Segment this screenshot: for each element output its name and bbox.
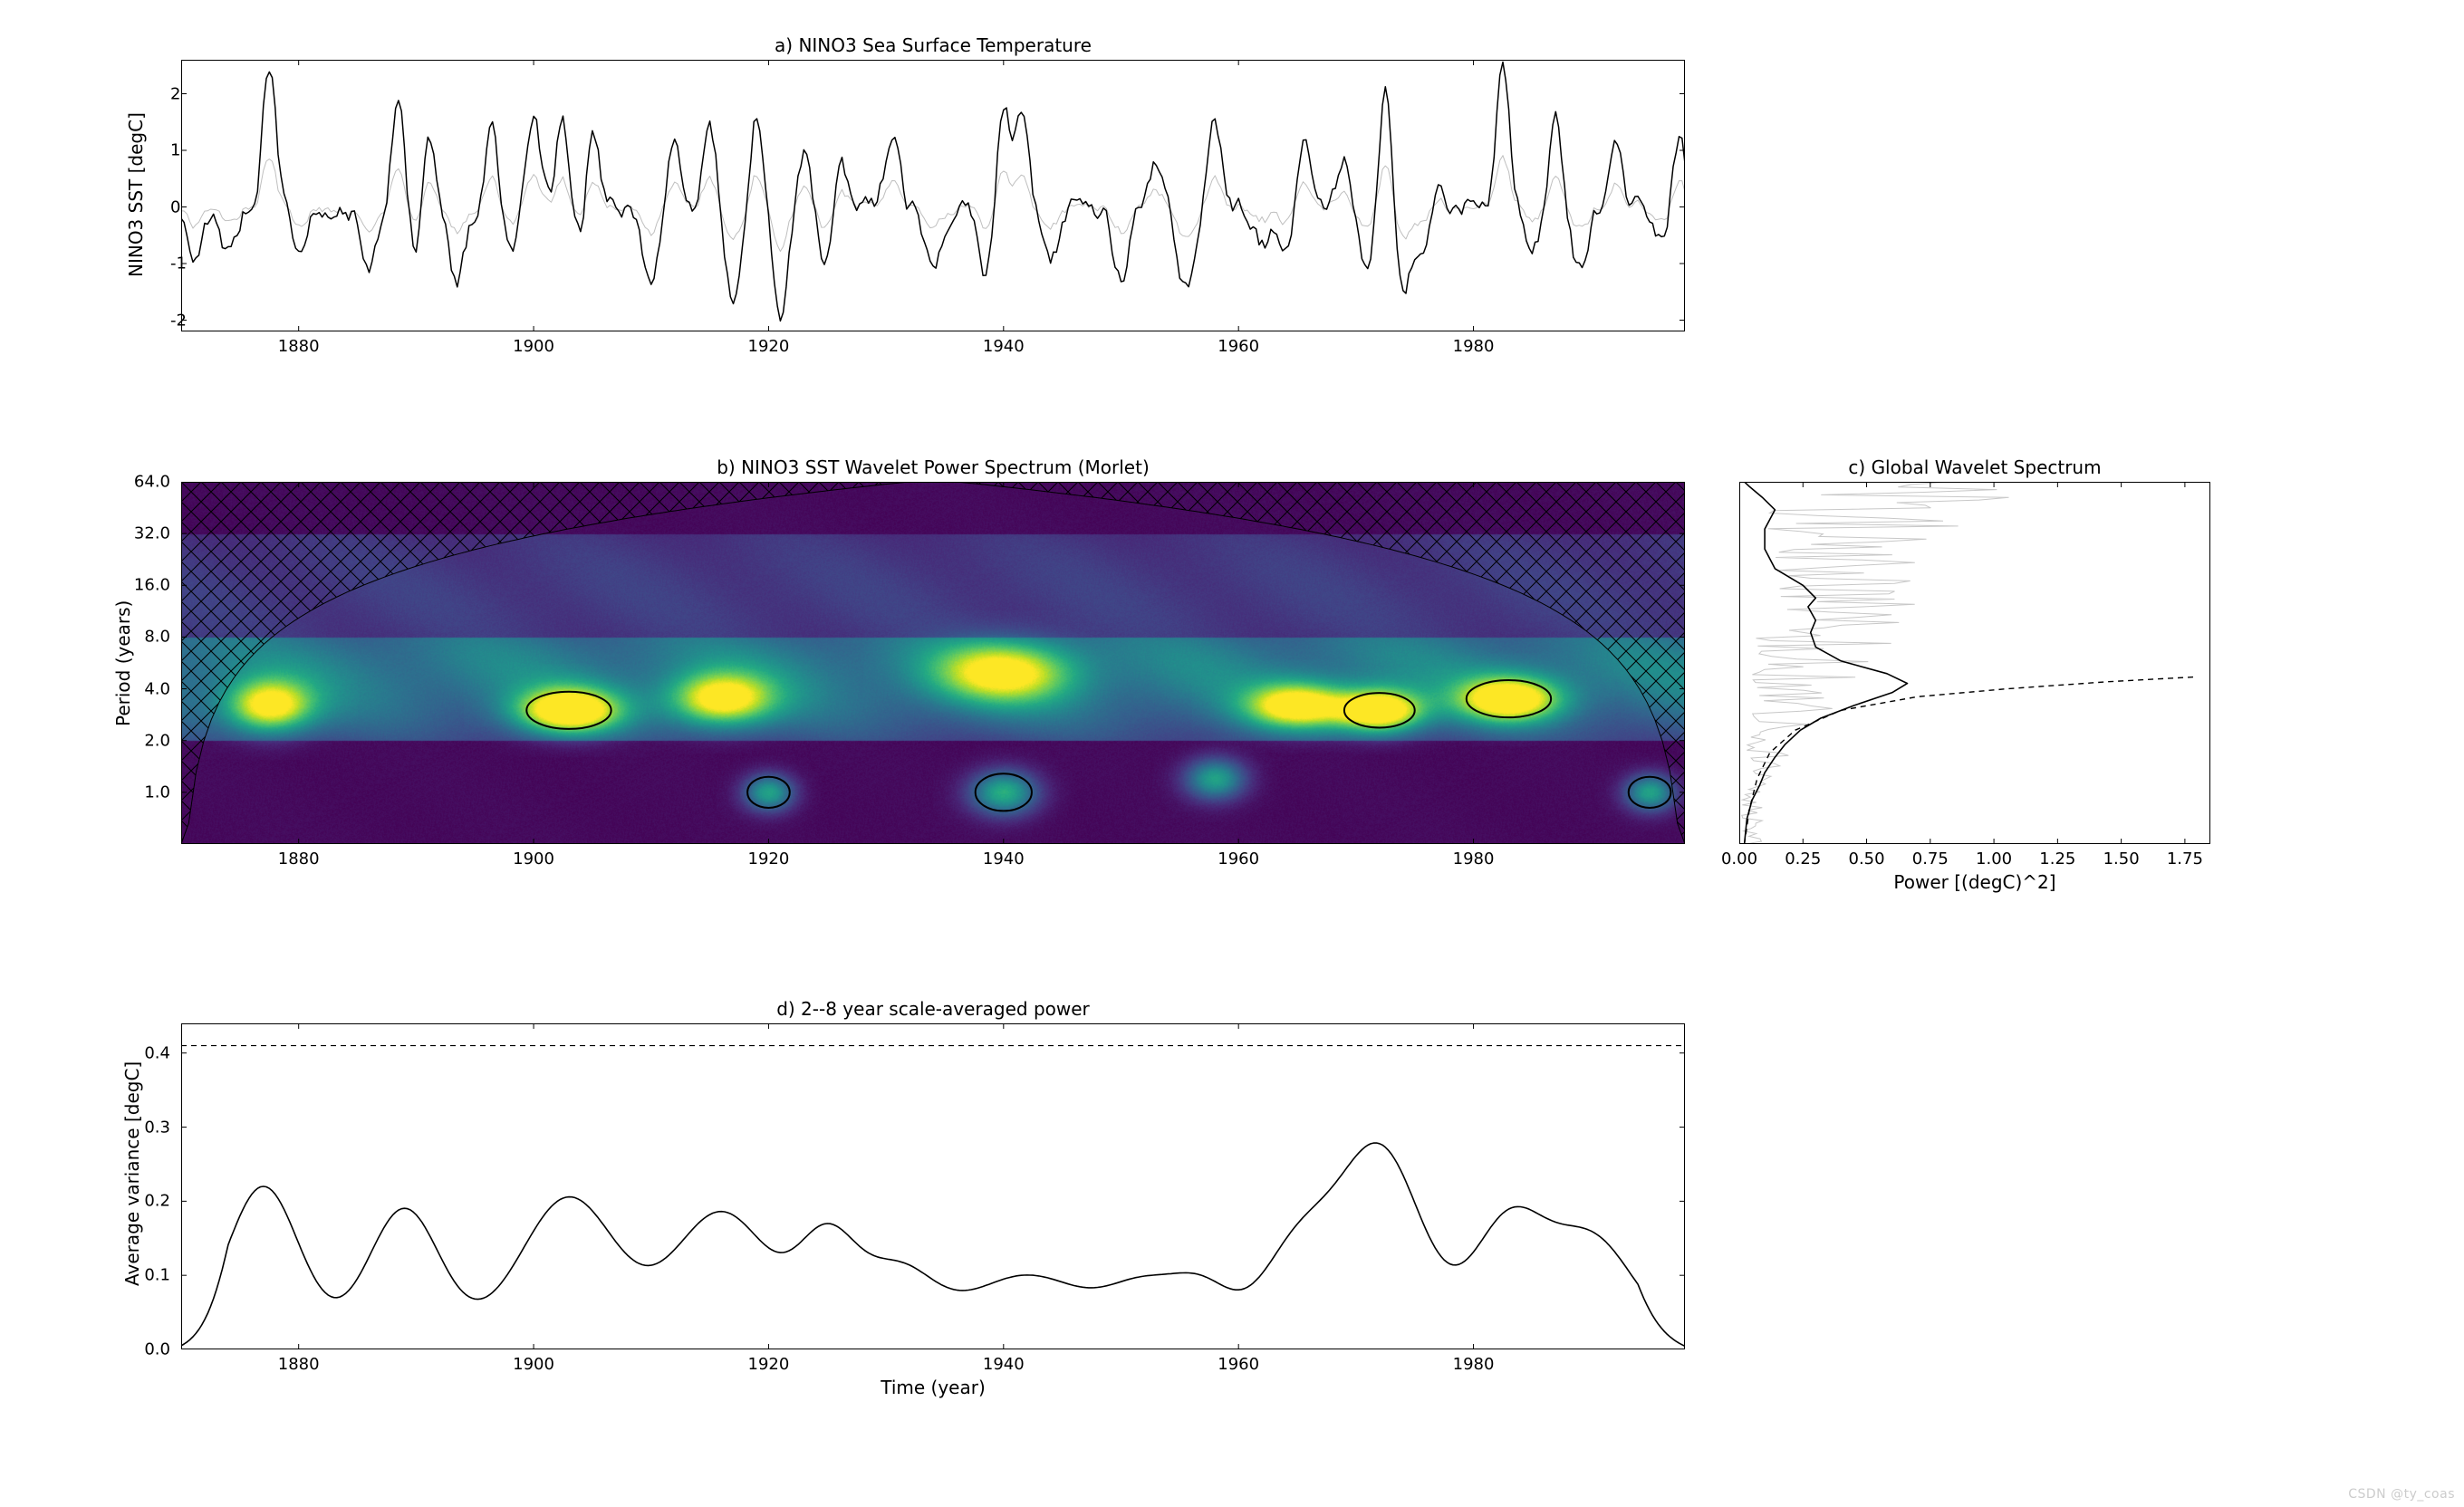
- tick-label: 0.00: [1721, 849, 1757, 869]
- tick-label: 1880: [278, 337, 320, 356]
- tick-label: 1880: [278, 849, 320, 869]
- tick-label: 0.2: [144, 1192, 170, 1211]
- panel-c: c) Global Wavelet Spectrum Power [(degC)…: [1739, 482, 2210, 844]
- panel-d-title: d) 2--8 year scale-averaged power: [181, 998, 1685, 1020]
- panel-b-overlay: [181, 482, 1685, 844]
- tick-label: 1.50: [2103, 849, 2140, 869]
- tick-label: 0.75: [1912, 849, 1949, 869]
- panel-d: d) 2--8 year scale-averaged power Averag…: [181, 1023, 1685, 1349]
- panel-d-xlabel: Time (year): [181, 1377, 1685, 1398]
- tick-label: 1940: [983, 849, 1025, 869]
- tick-label: 1900: [513, 849, 554, 869]
- tick-label: 16.0: [134, 576, 170, 595]
- panel-b: b) NINO3 SST Wavelet Power Spectrum (Mor…: [181, 482, 1685, 844]
- tick-label: 1980: [1453, 1355, 1495, 1374]
- tick-label: 32.0: [134, 524, 170, 543]
- tick-label: 1920: [748, 1355, 790, 1374]
- tick-label: 1940: [983, 1355, 1025, 1374]
- tick-label: 2.0: [144, 731, 170, 750]
- tick-label: 0.0: [144, 1340, 170, 1359]
- tick-label: 1960: [1218, 337, 1259, 356]
- tick-label: 1900: [513, 337, 554, 356]
- tick-label: 1.75: [2167, 849, 2203, 869]
- panel-a-title: a) NINO3 Sea Surface Temperature: [181, 34, 1685, 56]
- tick-label: 0.4: [144, 1043, 170, 1062]
- tick-label: 4.0: [144, 679, 170, 698]
- tick-label: 0.1: [144, 1266, 170, 1285]
- tick-label: 1980: [1453, 337, 1495, 356]
- tick-label: 0.25: [1785, 849, 1821, 869]
- tick-label: 1900: [513, 1355, 554, 1374]
- tick-label: 0.3: [144, 1118, 170, 1137]
- tick-label: 64.0: [134, 473, 170, 492]
- panel-c-title: c) Global Wavelet Spectrum: [1739, 456, 2210, 478]
- panel-a-svg: [181, 60, 1685, 331]
- watermark-text: CSDN @ty_coas: [2348, 1487, 2455, 1502]
- tick-label: 1.0: [144, 782, 170, 801]
- tick-label: 1920: [748, 849, 790, 869]
- panel-b-ylabel: Period (years): [112, 600, 134, 726]
- panel-d-svg: [181, 1023, 1685, 1349]
- tick-label: 8.0: [144, 628, 170, 647]
- figure-root: a) NINO3 Sea Surface Temperature NINO3 S…: [0, 0, 2464, 1507]
- tick-label: 1880: [278, 1355, 320, 1374]
- panel-d-ylabel: Average variance [degC]: [121, 1061, 143, 1286]
- tick-label: 1.00: [1976, 849, 2012, 869]
- panel-b-title: b) NINO3 SST Wavelet Power Spectrum (Mor…: [181, 456, 1685, 478]
- tick-label: 1940: [983, 337, 1025, 356]
- panel-c-xlabel: Power [(degC)^2]: [1739, 871, 2210, 893]
- panel-a-ylabel: NINO3 SST [degC]: [125, 112, 147, 277]
- panel-c-svg: [1739, 482, 2210, 844]
- tick-label: 1.25: [2039, 849, 2075, 869]
- panel-a: a) NINO3 Sea Surface Temperature NINO3 S…: [181, 60, 1685, 331]
- tick-label: 1960: [1218, 1355, 1259, 1374]
- tick-label: 1980: [1453, 849, 1495, 869]
- tick-label: 0.50: [1848, 849, 1884, 869]
- tick-label: 1960: [1218, 849, 1259, 869]
- tick-label: 1920: [748, 337, 790, 356]
